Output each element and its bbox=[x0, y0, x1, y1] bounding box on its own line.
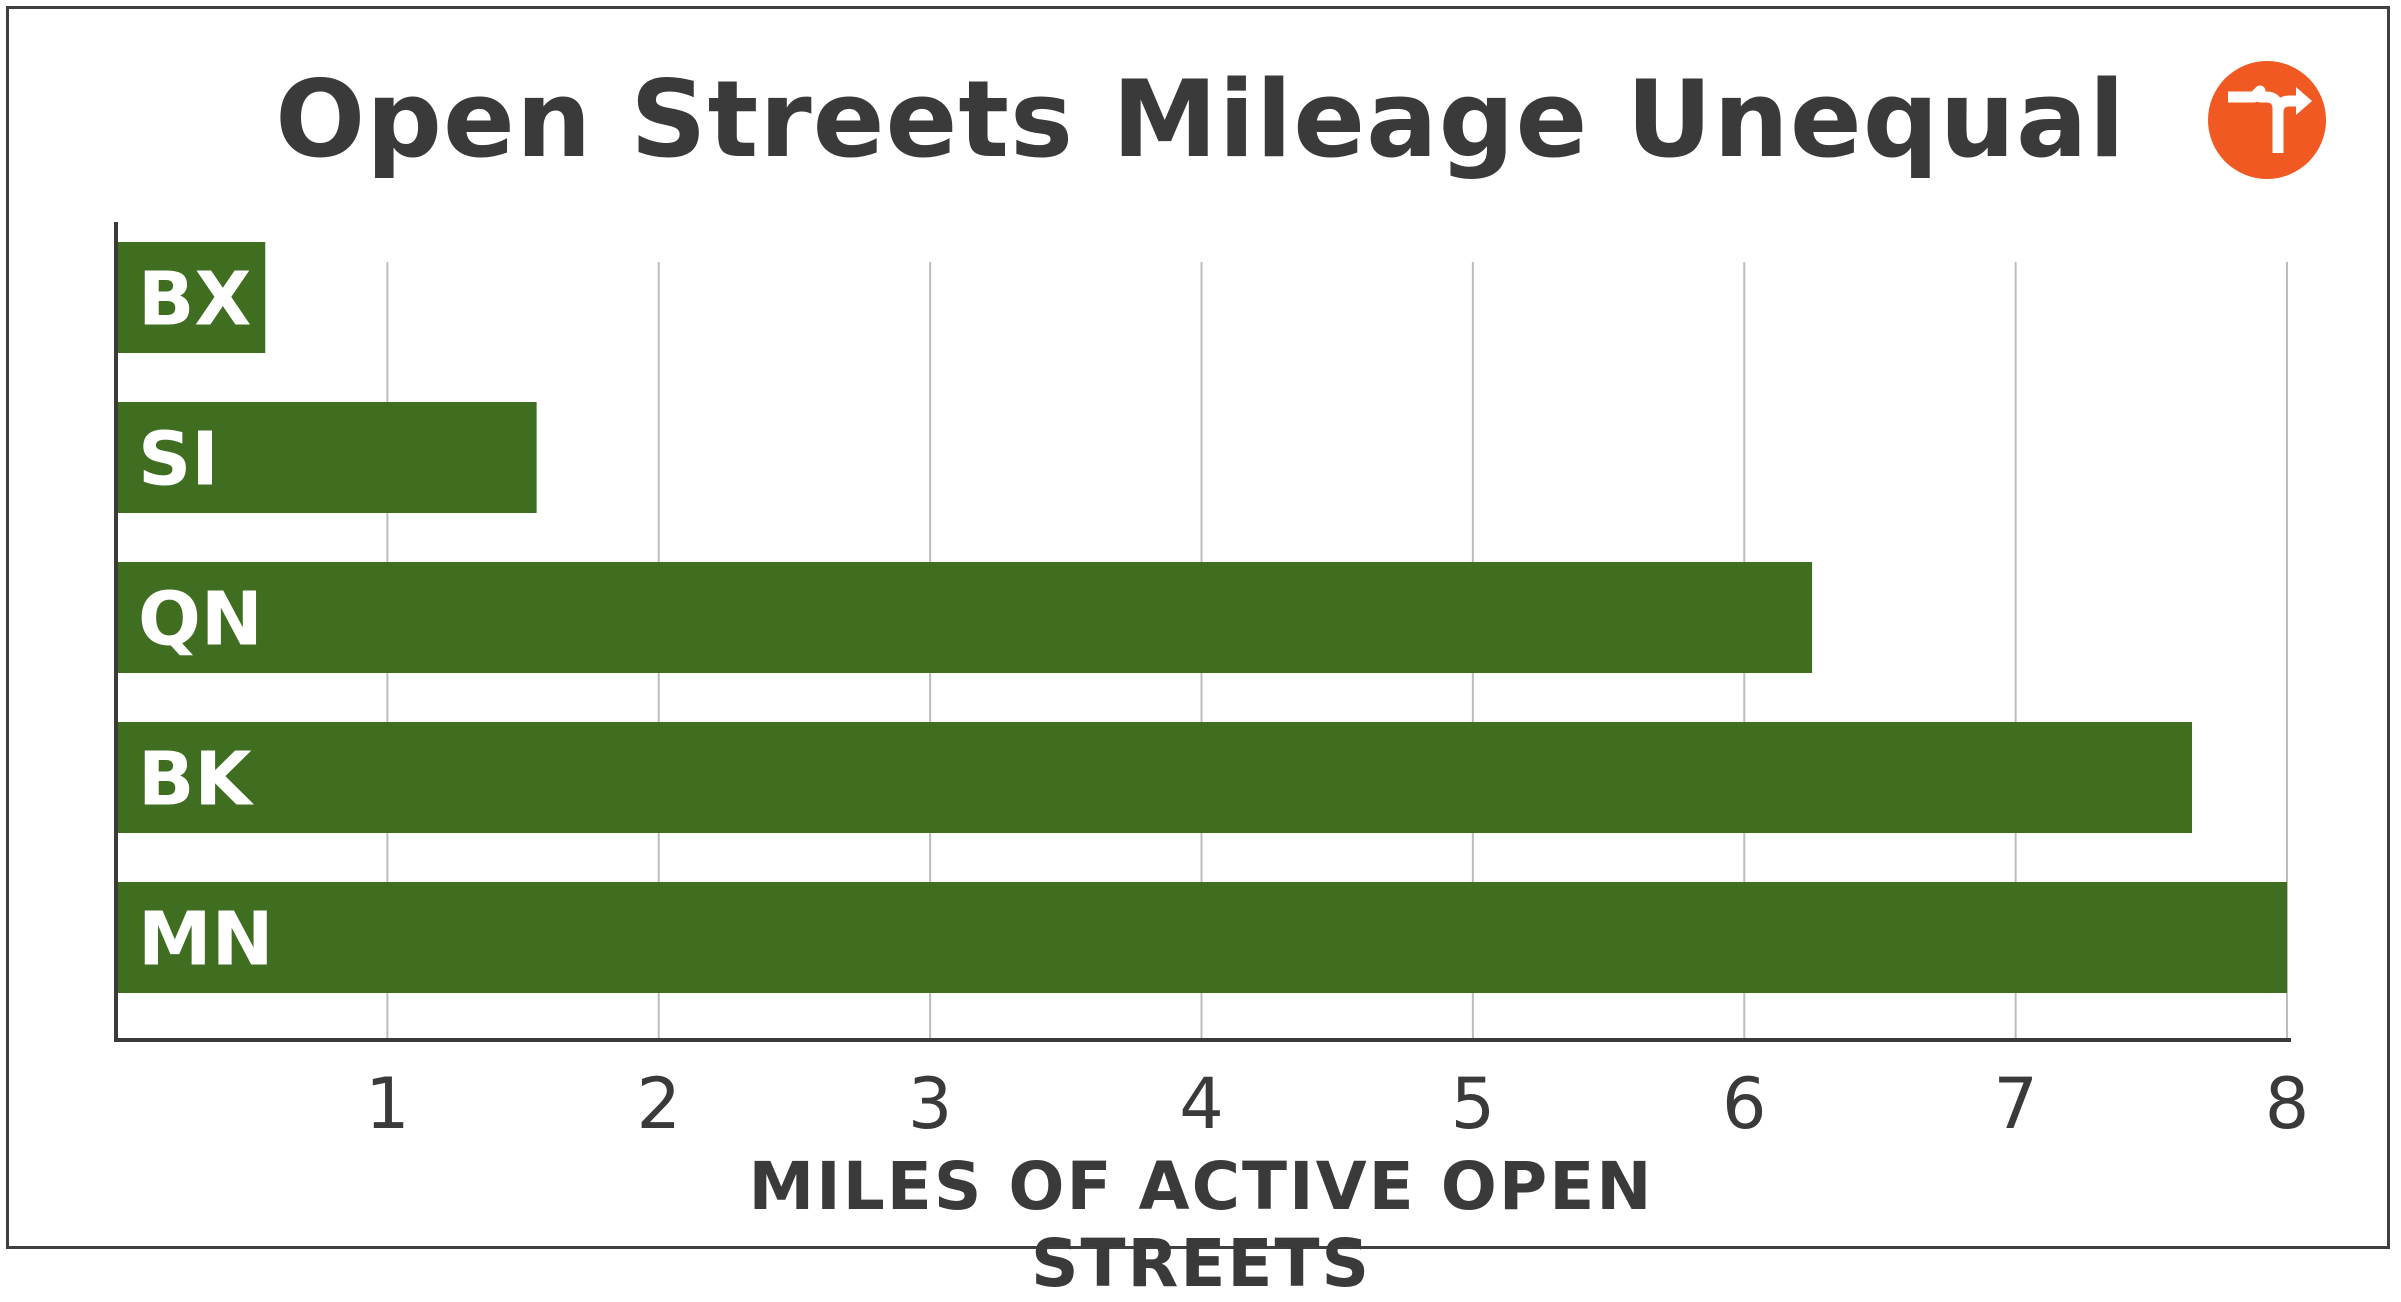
logo-turn bbox=[2272, 95, 2300, 114]
bar-chart: 1 2 3 4 5 6 7 8 BX SI QN BK MN bbox=[114, 222, 2310, 1145]
x-tick-label: 7 bbox=[1993, 1063, 2038, 1145]
x-tick-label: 5 bbox=[1451, 1063, 1496, 1145]
bar-mn bbox=[116, 882, 2287, 993]
category-label: SI bbox=[138, 417, 219, 503]
x-tick-label: 4 bbox=[1179, 1063, 1224, 1145]
x-axis-title: MILES OF ACTIVE OPEN STREETS bbox=[748, 1148, 1654, 1302]
x-tick-label: 1 bbox=[365, 1063, 410, 1145]
x-tick-label: 8 bbox=[2265, 1063, 2310, 1145]
category-label: QN bbox=[138, 577, 263, 663]
x-tick-label: 2 bbox=[636, 1063, 681, 1145]
bar-si bbox=[116, 402, 537, 513]
category-label: BK bbox=[138, 737, 254, 823]
chart-frame bbox=[6, 6, 2390, 1249]
bar-bk bbox=[116, 722, 2193, 833]
bar-qn bbox=[116, 562, 1813, 673]
bar-bx bbox=[116, 242, 266, 353]
x-tick-label: 3 bbox=[908, 1063, 953, 1145]
category-label: BX bbox=[138, 257, 251, 343]
turn-arrow-icon bbox=[2208, 61, 2326, 179]
x-tick-label: 6 bbox=[1722, 1063, 1767, 1145]
chart-title: Open Streets Mileage Unequal bbox=[275, 58, 2126, 181]
logo bbox=[2208, 61, 2326, 179]
logo-arrowhead bbox=[2296, 87, 2312, 115]
category-label: MN bbox=[138, 897, 274, 983]
